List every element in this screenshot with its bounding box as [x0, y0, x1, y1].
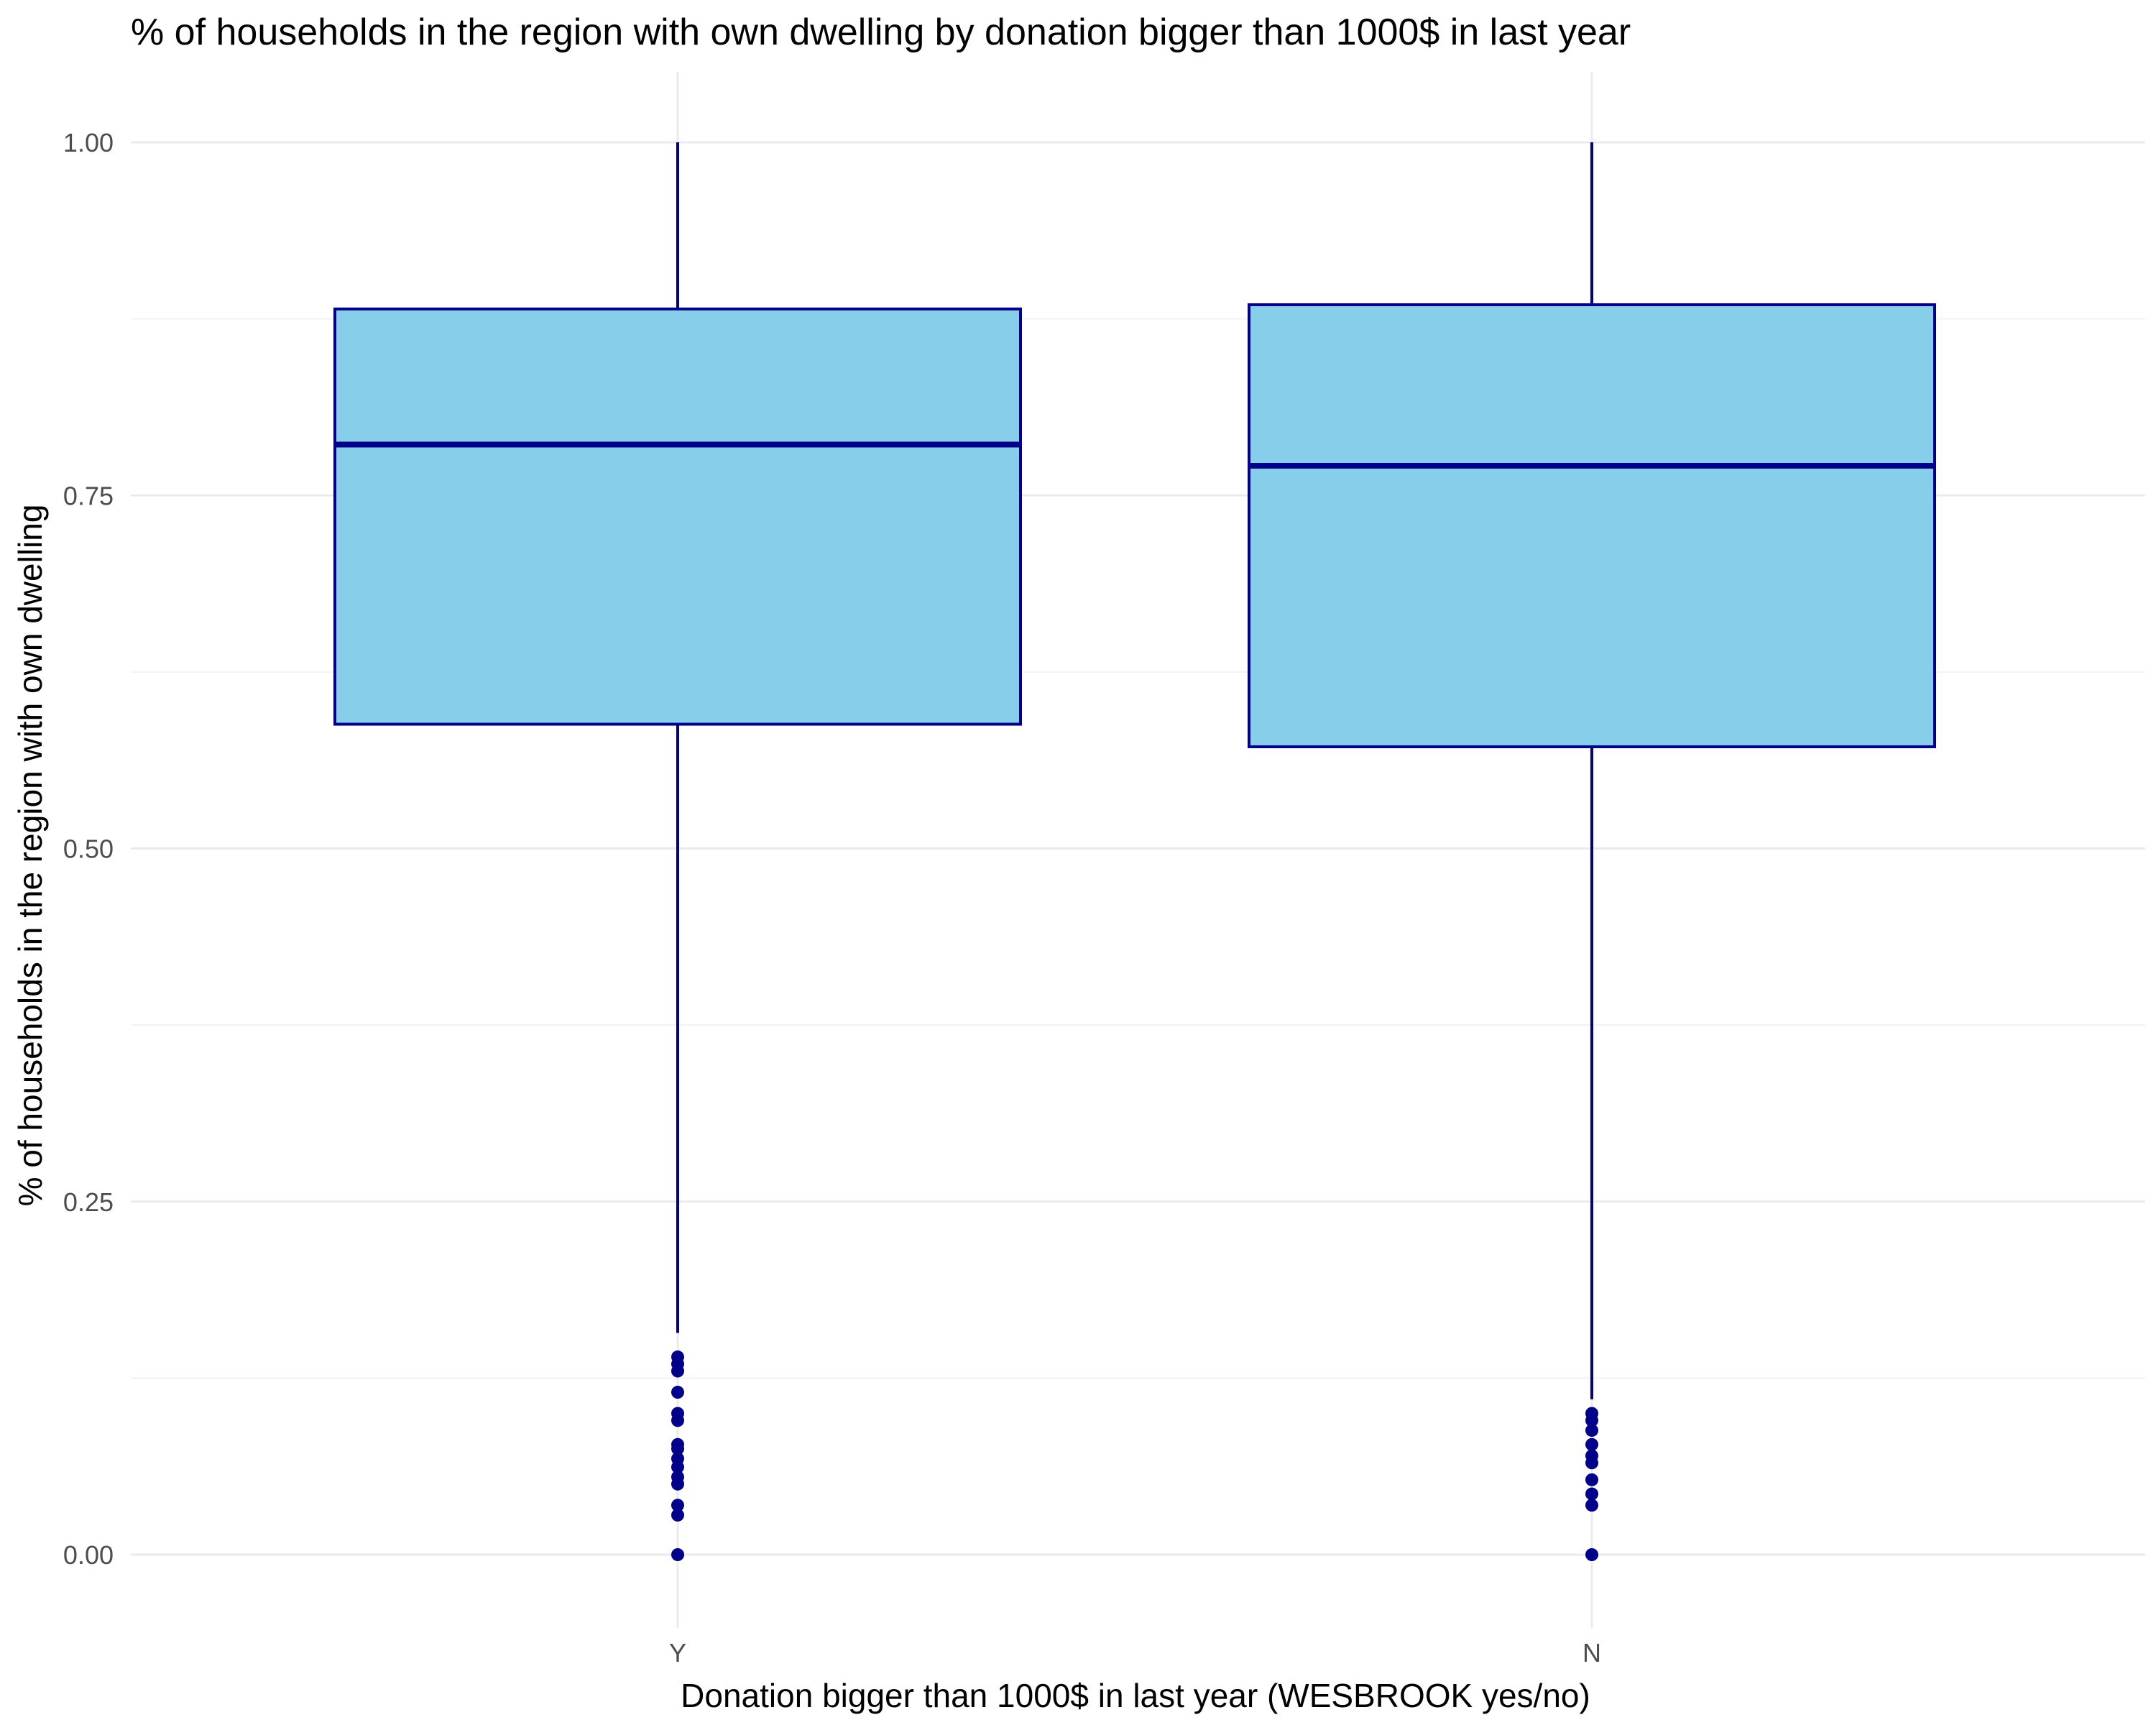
box-N: [1248, 142, 1936, 1561]
outlier-point: [671, 1477, 684, 1491]
outlier-point: [1585, 1456, 1598, 1470]
grid-lines: [131, 72, 2145, 1628]
y-tick-label: 1.00: [63, 128, 114, 157]
outlier-point: [1585, 1424, 1598, 1438]
boxes: [333, 142, 1936, 1561]
x-tick-label: N: [1583, 1638, 1601, 1668]
x-axis-title: Donation bigger than 1000$ in last year …: [681, 1677, 1590, 1714]
y-tick-label: 0.00: [63, 1540, 114, 1570]
outlier-point: [671, 1499, 684, 1512]
outlier-point: [671, 1414, 684, 1427]
x-tick-label: Y: [669, 1638, 686, 1668]
outlier-point: [1585, 1438, 1598, 1451]
box-Y: [333, 142, 1022, 1561]
outlier-point: [1585, 1473, 1598, 1486]
outlier-point: [1585, 1487, 1598, 1501]
outlier-point: [671, 1508, 684, 1522]
y-tick-label: 0.75: [63, 481, 114, 510]
outlier-point: [671, 1548, 684, 1561]
y-axis-ticks: 0.00 0.25 0.50 0.75 1.00: [63, 128, 114, 1570]
chart-title: % of households in the region with own d…: [131, 12, 1631, 53]
iqr-box: [1248, 303, 1936, 749]
iqr-box: [333, 307, 1022, 726]
y-tick-label: 0.25: [63, 1187, 114, 1217]
outlier-point: [671, 1442, 684, 1455]
outlier-point: [1585, 1548, 1598, 1561]
y-axis-title: % of households in the region with own d…: [11, 505, 49, 1207]
outlier-point: [671, 1386, 684, 1399]
outlier-point: [1585, 1414, 1598, 1427]
outlier-point: [671, 1364, 684, 1378]
outlier-point: [1585, 1499, 1598, 1512]
outlier-point: [671, 1460, 684, 1474]
y-tick-label: 0.50: [63, 834, 114, 864]
